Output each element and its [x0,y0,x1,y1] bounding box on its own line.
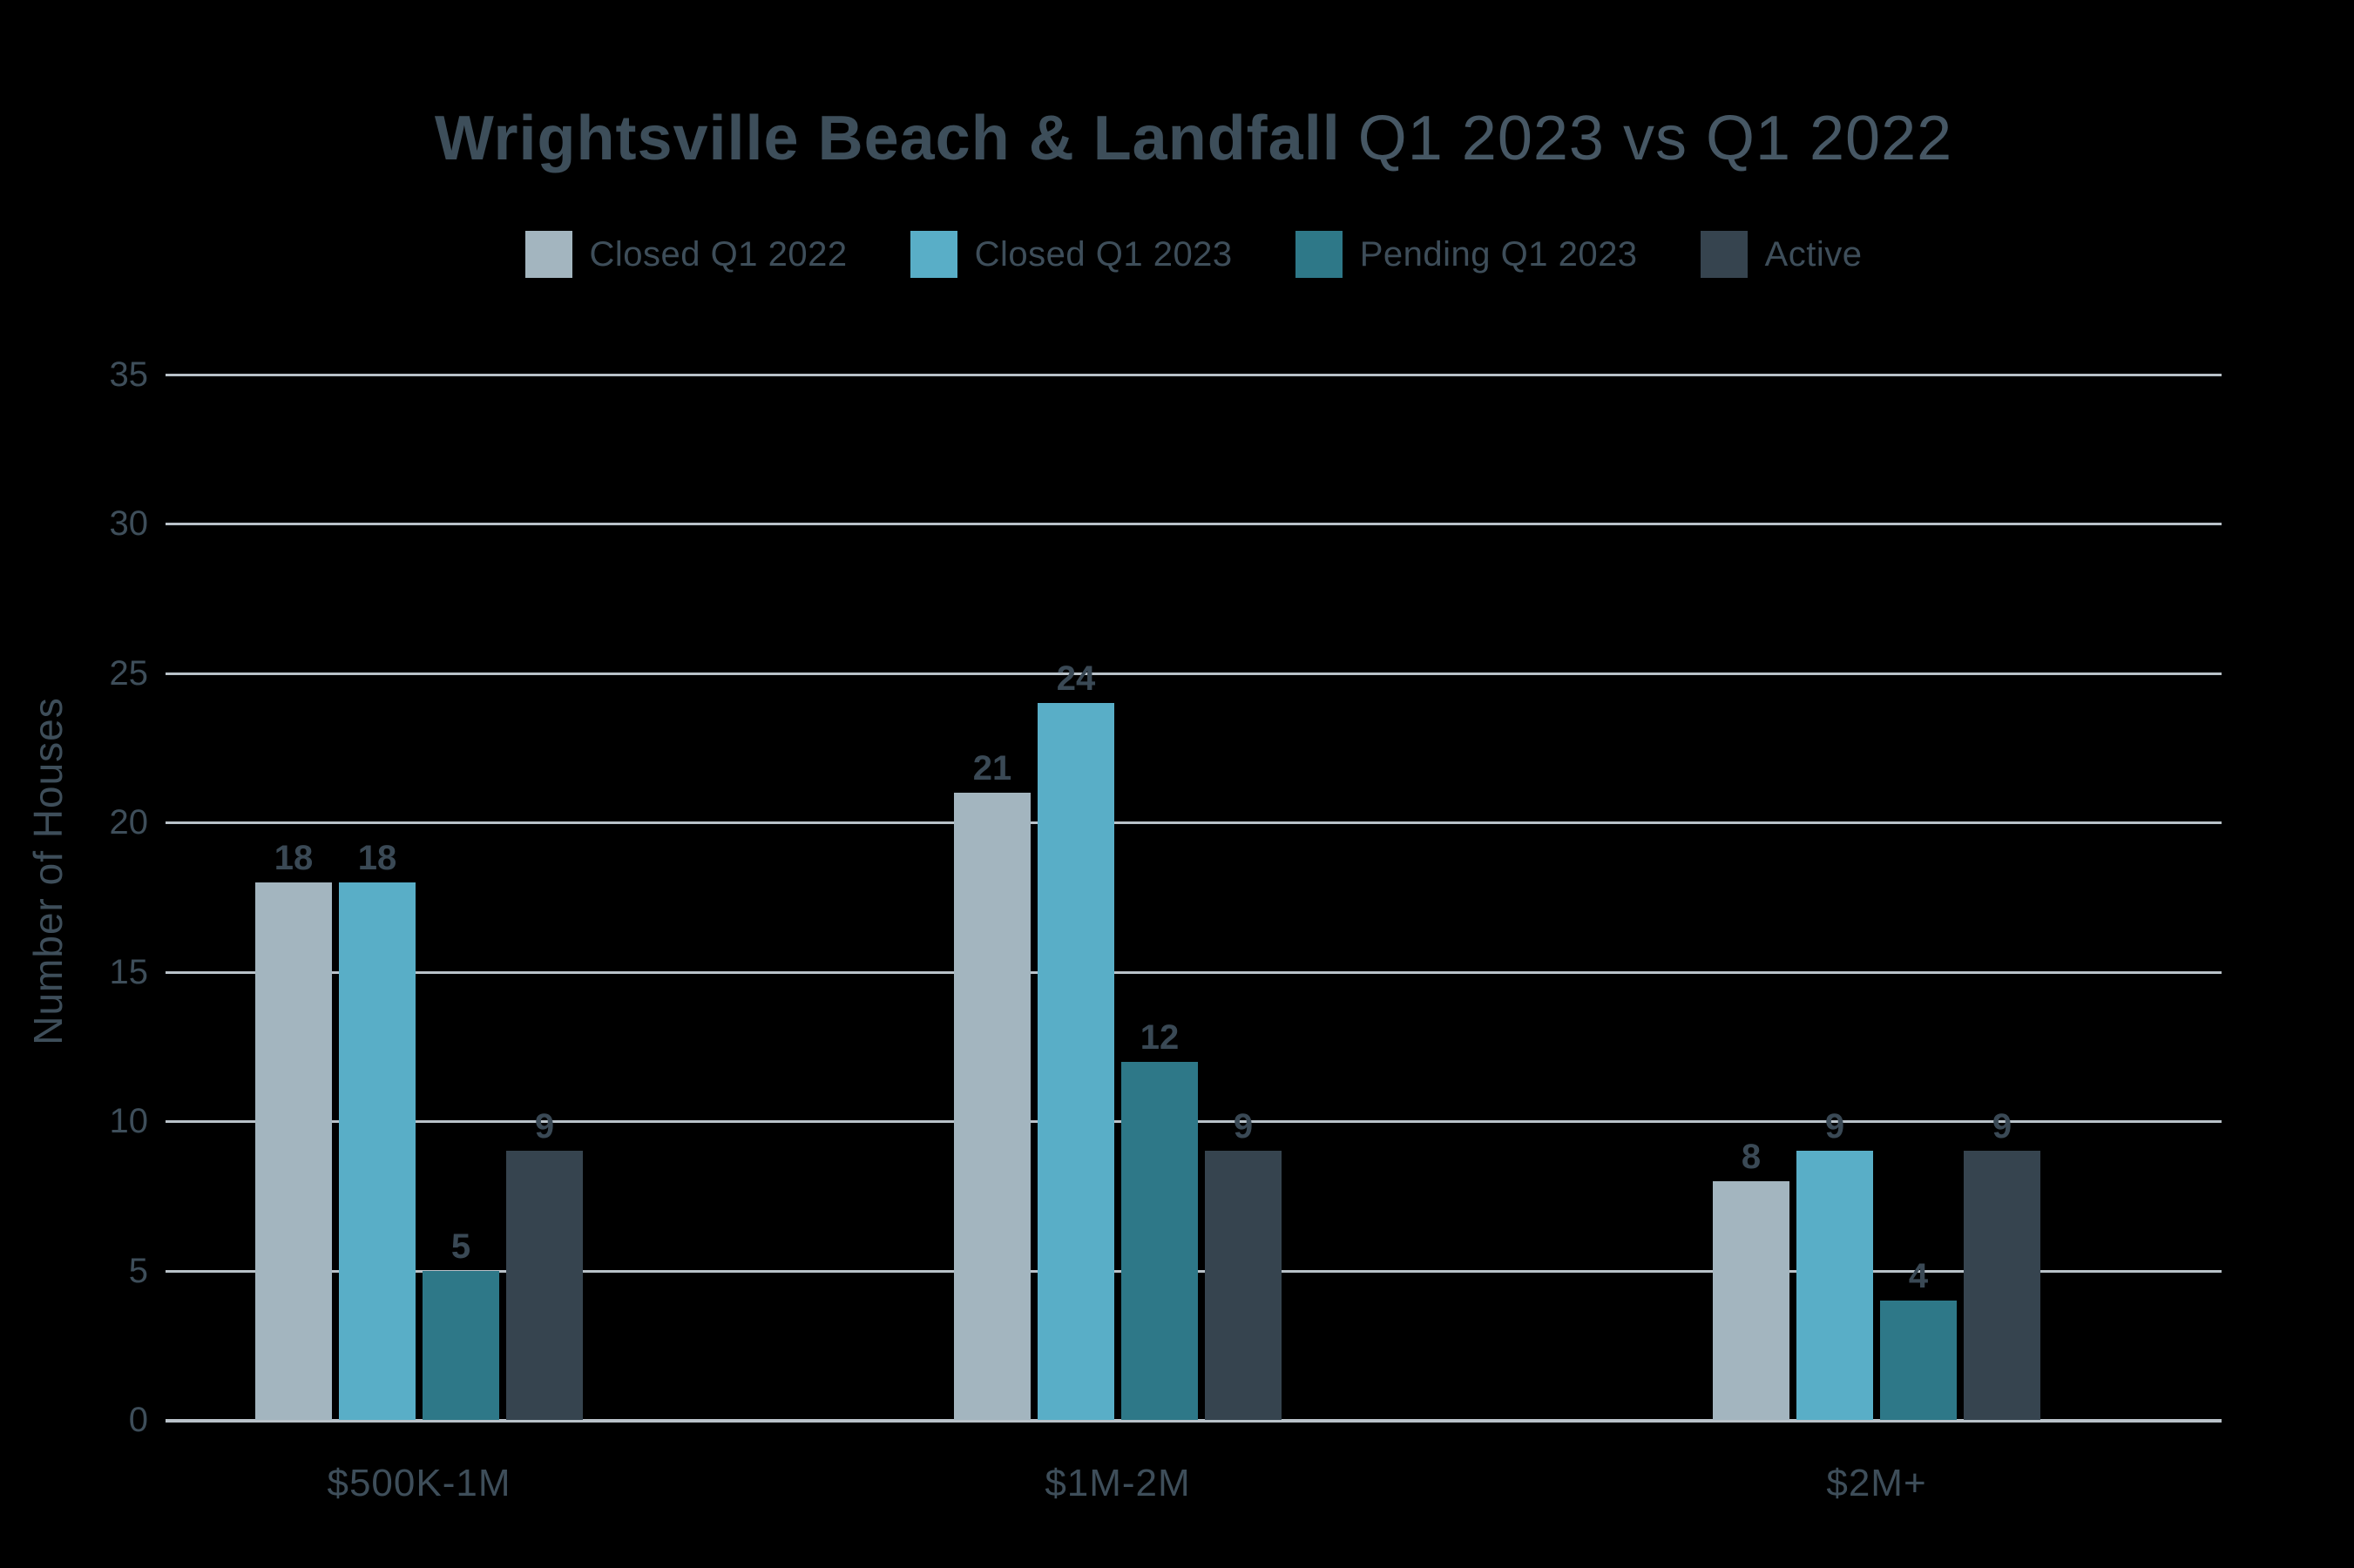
bar-pending-q1-2023-500k-1m [423,1270,499,1420]
legend-item-active: Active [1700,231,1863,278]
chart-title: Wrightsville Beach & Landfall Q1 2023 vs … [166,103,2222,174]
gridline-y25 [166,672,2222,675]
bar-closed-q1-2023-500k-1m [339,882,416,1420]
y-tick-label-20: 20 [109,803,149,842]
bar-col-closed-q1-2023-2m: 9 [1796,1109,1873,1420]
legend-swatch-closed-q1-2023 [910,231,957,278]
bar-group-500k-1m: 18 18 5 9 [255,841,583,1420]
bar-value-label: 8 [1741,1137,1762,1176]
bar-col-closed-q1-2023-1m-2m: 24 [1038,661,1114,1420]
bar-col-closed-q1-2022-500k-1m: 18 [255,841,332,1420]
legend-swatch-active [1700,231,1748,278]
legend-item-closed-q1-2023: Closed Q1 2023 [910,231,1233,278]
bar-value-label: 9 [1992,1107,2012,1146]
bar-col-closed-q1-2022-2m: 8 [1713,1139,1789,1420]
bar-active-2m [1964,1151,2040,1420]
bar-col-closed-q1-2023-500k-1m: 18 [339,841,416,1420]
bar-active-500k-1m [506,1151,583,1420]
legend-label: Pending Q1 2023 [1359,234,1638,274]
gridline-y15 [166,970,2222,974]
bar-pending-q1-2023-2m [1880,1300,1957,1420]
y-tick-label-10: 10 [109,1102,149,1141]
bar-col-pending-q1-2023-2m: 4 [1880,1259,1957,1420]
bar-active-1m-2m [1205,1151,1282,1420]
bar-closed-q1-2022-2m [1713,1180,1789,1420]
bar-value-label: 18 [274,838,314,877]
category-label-2m: $2M+ [1826,1462,1927,1504]
legend: Closed Q1 2022 Closed Q1 2023 Pending Q1 2… [166,228,2222,280]
legend-swatch-closed-q1-2022 [524,231,572,278]
gridline-y0 [166,1419,2222,1423]
legend-label: Closed Q1 2022 [589,234,848,274]
bar-value-label: 24 [1056,659,1096,699]
bar-value-label: 4 [1908,1256,1929,1295]
bar-closed-q1-2023-2m [1796,1151,1873,1420]
bar-col-pending-q1-2023-500k-1m: 5 [423,1229,499,1420]
y-tick-label-5: 5 [128,1251,148,1290]
bar-group-2m: 8 9 4 9 [1713,1109,2040,1420]
y-tick-label-0: 0 [128,1401,148,1439]
bar-pending-q1-2023-1m-2m [1121,1061,1198,1420]
chart-title-main: Wrightsville Beach & Landfall [434,104,1341,173]
y-tick-label-35: 35 [109,355,149,394]
y-tick-label-15: 15 [109,952,149,991]
bar-value-label: 9 [1824,1107,1845,1146]
category-label-1m-2m: $1M-2M [1045,1462,1191,1504]
gridline-y30 [166,523,2222,526]
bar-group-1m-2m: 21 24 12 9 [954,661,1282,1420]
gridline-y35 [166,374,2222,376]
chart-title-sub: Q1 2023 vs Q1 2022 [1357,104,1953,173]
bar-value-label: 21 [972,749,1012,787]
bar-col-closed-q1-2022-1m-2m: 21 [954,751,1031,1420]
legend-item-closed-q1-2022: Closed Q1 2022 [524,231,848,278]
category-label-500k-1m: $500K-1M [327,1462,511,1504]
bar-value-label: 12 [1140,1017,1180,1057]
legend-label: Closed Q1 2023 [974,234,1233,274]
legend-swatch-pending-q1-2023 [1295,231,1343,278]
bar-value-label: 9 [1233,1107,1254,1146]
y-axis-title: Number of Houses [25,697,71,1045]
bar-closed-q1-2022-500k-1m [255,882,332,1420]
bar-col-active-500k-1m: 9 [506,1109,583,1420]
gridline-y20 [166,821,2222,825]
y-tick-label-25: 25 [109,653,149,693]
bar-col-pending-q1-2023-1m-2m: 12 [1121,1020,1198,1420]
bar-value-label: 18 [357,838,397,877]
bar-col-active-1m-2m: 9 [1205,1109,1282,1420]
bar-value-label: 5 [450,1227,471,1266]
plot-area: 0 5 10 15 20 25 30 35 Number of Houses 18 18 5 9 $500… [25,355,2222,1504]
y-tick-label-30: 30 [109,504,149,544]
legend-item-pending-q1-2023: Pending Q1 2023 [1295,231,1638,278]
bar-closed-q1-2023-1m-2m [1038,703,1114,1420]
legend-label: Active [1764,234,1863,274]
bar-value-label: 9 [534,1107,555,1146]
bar-col-active-2m: 9 [1964,1109,2040,1420]
bar-closed-q1-2022-1m-2m [954,793,1031,1420]
